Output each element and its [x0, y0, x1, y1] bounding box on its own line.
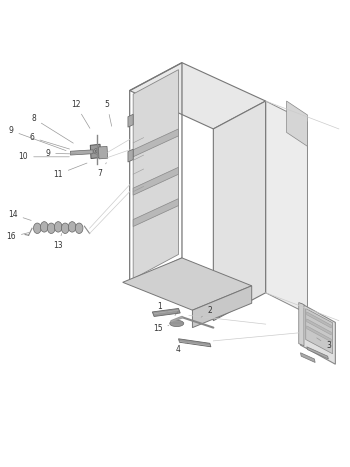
Polygon shape [98, 146, 108, 159]
Polygon shape [133, 167, 178, 195]
Ellipse shape [34, 223, 41, 234]
Ellipse shape [68, 222, 76, 232]
Text: 1: 1 [157, 302, 169, 313]
Ellipse shape [61, 223, 69, 234]
Polygon shape [128, 149, 133, 162]
Ellipse shape [41, 222, 48, 232]
Polygon shape [307, 326, 331, 342]
Polygon shape [133, 129, 178, 157]
Polygon shape [178, 339, 211, 347]
Text: 9: 9 [45, 149, 76, 158]
Polygon shape [299, 303, 304, 346]
Text: 6: 6 [30, 133, 70, 149]
Polygon shape [90, 144, 101, 159]
Ellipse shape [170, 320, 184, 326]
Polygon shape [307, 312, 331, 328]
Polygon shape [307, 347, 328, 359]
Polygon shape [301, 353, 315, 362]
Text: 15: 15 [153, 324, 169, 333]
Polygon shape [307, 319, 331, 335]
Circle shape [95, 150, 98, 153]
Text: 13: 13 [54, 234, 63, 250]
Polygon shape [133, 198, 178, 226]
Text: 10: 10 [19, 152, 69, 161]
Text: 9: 9 [9, 126, 66, 151]
Polygon shape [128, 114, 133, 127]
Polygon shape [70, 150, 93, 155]
Text: 3: 3 [317, 338, 331, 350]
Polygon shape [123, 258, 252, 310]
Polygon shape [214, 101, 266, 321]
Polygon shape [266, 101, 307, 314]
Text: 11: 11 [54, 163, 87, 179]
Polygon shape [287, 101, 307, 146]
Text: 16: 16 [6, 233, 29, 241]
Text: 12: 12 [71, 100, 90, 128]
Circle shape [94, 149, 99, 154]
Text: 8: 8 [32, 114, 73, 143]
Text: 5: 5 [105, 100, 112, 126]
Polygon shape [133, 70, 178, 279]
Ellipse shape [54, 222, 62, 232]
Polygon shape [306, 308, 332, 354]
Polygon shape [130, 63, 266, 129]
Polygon shape [301, 303, 335, 364]
Text: 2: 2 [201, 306, 212, 317]
Ellipse shape [47, 223, 55, 234]
Text: 7: 7 [98, 163, 106, 178]
Polygon shape [152, 308, 180, 317]
Text: 14: 14 [8, 210, 31, 220]
Polygon shape [193, 286, 252, 328]
Text: 4: 4 [176, 341, 189, 354]
Ellipse shape [75, 223, 83, 234]
